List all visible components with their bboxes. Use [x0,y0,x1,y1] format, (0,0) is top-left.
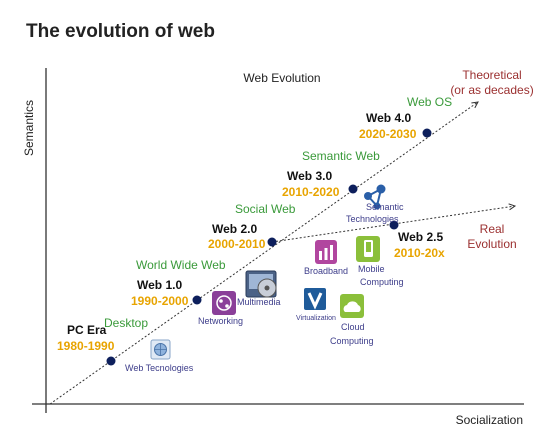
era-theme-social: Social Web [235,202,296,216]
multimedia-label: Multimedia [237,297,281,307]
y-axis-label: Semantics [22,100,36,156]
era-name-web25: Web 2.5 [398,230,443,244]
real-evolution-label-1: Real [480,222,505,236]
mobile-computing-label-1: Mobile [358,264,385,274]
era-theme-webos: Web OS [407,95,452,109]
semantic-technologies-icon [364,184,386,210]
mobile-computing-icon [356,236,380,262]
broadband-icon [315,240,337,264]
broadband-label: Broadband [304,266,348,276]
era-dot-web25 [389,220,399,230]
theoretical-label-2: (or as decades) [450,83,533,97]
era-years-web4: 2020-2030 [359,127,417,141]
virtualization-label: Virtualization [296,315,336,322]
cloud-computing-label-1: Cloud [341,322,365,332]
web-technologies-label: Web Tecnologies [125,363,194,373]
era-years-web25: 2010-20x [394,246,445,260]
networking-icon [212,291,236,315]
era-years-pc: 1980-1990 [57,339,115,353]
cloud-computing-label-2: Computing [330,336,374,346]
cloud-computing-icon [340,294,364,318]
page-title: The evolution of web [26,21,215,42]
era-name-web4: Web 4.0 [366,111,411,125]
era-dot-web2 [267,237,277,247]
era-name-pc: PC Era [67,323,107,337]
era-dot-pc [106,356,116,366]
era-dot-web4 [422,128,432,138]
virtualization-icon [304,288,326,310]
era-dot-web1 [192,295,202,305]
multimedia-icon [245,270,277,298]
era-dot-web3 [348,184,358,194]
era-name-web1: Web 1.0 [137,278,182,292]
era-name-web2: Web 2.0 [212,222,257,236]
theoretical-line [49,102,478,405]
networking-label: Networking [198,316,243,326]
x-axis-label: Socialization [456,413,523,427]
real-evolution-label-2: Evolution [467,237,516,251]
mobile-computing-label-2: Computing [360,277,404,287]
era-years-web1: 1990-2000 [131,294,189,308]
semantic-technologies-label-2: Technologies [346,214,399,224]
theoretical-label-1: Theoretical [462,68,521,82]
semantic-technologies-label-1: Semantic [366,202,404,212]
era-theme-semantic: Semantic Web [302,149,380,163]
real-evolution-line [271,206,515,243]
era-name-web3: Web 3.0 [287,169,332,183]
era-theme-desktop: Desktop [104,316,148,330]
era-theme-www: World Wide Web [136,258,226,272]
era-years-web3: 2010-2020 [282,185,340,199]
era-years-web2: 2000-2010 [208,237,266,251]
diagram-title: Web Evolution [243,71,320,85]
web-technologies-icon [150,339,171,360]
